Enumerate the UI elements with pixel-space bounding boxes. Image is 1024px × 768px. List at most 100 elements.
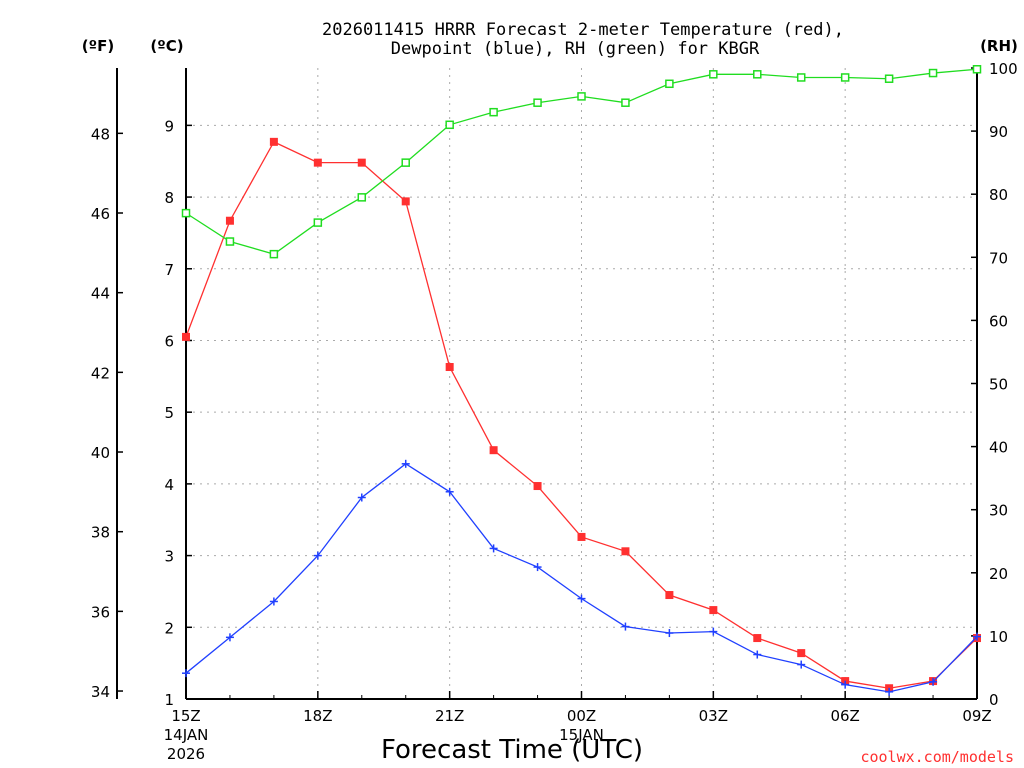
dewpoint-point bbox=[577, 594, 586, 603]
temperature-point bbox=[182, 332, 190, 341]
rh-point bbox=[533, 98, 542, 107]
rh-series bbox=[181, 65, 982, 259]
rh-tick-label: 70 bbox=[989, 249, 1008, 267]
x-axis-label: Forecast Time (UTC) bbox=[381, 735, 643, 765]
x-tick-year-label: 2026 bbox=[167, 745, 205, 763]
dewpoint-point bbox=[489, 544, 498, 553]
credit-text: coolwx.com/models bbox=[860, 748, 1014, 766]
celsius-tick-label: 9 bbox=[164, 117, 174, 135]
rh-tick-label: 60 bbox=[989, 312, 1008, 330]
x-tick-label: 03Z bbox=[699, 707, 728, 725]
fahrenheit-tick-label: 42 bbox=[91, 364, 110, 382]
x-tick-date-label: 14JAN bbox=[164, 726, 209, 744]
fahrenheit-tick-label: 44 bbox=[91, 285, 110, 303]
rh-point bbox=[665, 79, 674, 89]
fahrenheit-tick-label: 34 bbox=[91, 683, 110, 701]
dewpoint-point bbox=[709, 627, 718, 636]
celsius-tick-label: 1 bbox=[164, 691, 174, 709]
temperature-point bbox=[709, 606, 718, 615]
rh-point bbox=[357, 193, 367, 202]
rh-point bbox=[445, 120, 454, 130]
x-tick-label: 09Z bbox=[962, 707, 991, 725]
rh-point bbox=[884, 74, 894, 83]
temperature-point bbox=[225, 216, 234, 225]
celsius-tick-label: 5 bbox=[164, 404, 174, 422]
rh-point bbox=[709, 70, 718, 79]
dewpoint-point bbox=[665, 629, 674, 638]
rh-point bbox=[181, 208, 191, 218]
x-tick-label: 06Z bbox=[830, 707, 859, 725]
dewpoint-point bbox=[313, 551, 322, 560]
temperature-point bbox=[357, 158, 366, 167]
rh-point bbox=[225, 237, 235, 246]
fahrenheit-tick-label: 40 bbox=[91, 444, 110, 462]
temperature-point bbox=[577, 532, 586, 541]
rh-point bbox=[928, 68, 938, 78]
temperature-point bbox=[665, 591, 674, 600]
dewpoint-point bbox=[885, 687, 894, 696]
dewpoint-point bbox=[533, 563, 542, 572]
tick-labels: 1234567893436384042444648010203040506070… bbox=[91, 60, 1018, 763]
dewpoint-point bbox=[182, 669, 190, 678]
rh-tick-label: 100 bbox=[989, 60, 1018, 78]
fahrenheit-unit-label: (ºF) bbox=[82, 37, 114, 55]
dewpoint-point bbox=[357, 493, 366, 502]
rh-tick-label: 0 bbox=[989, 691, 999, 709]
rh-tick-label: 50 bbox=[989, 376, 1008, 394]
rh-tick-label: 30 bbox=[989, 502, 1008, 520]
rh-tick-label: 20 bbox=[989, 565, 1008, 583]
fahrenheit-tick-label: 38 bbox=[91, 524, 110, 542]
celsius-tick-label: 7 bbox=[164, 261, 174, 279]
grid-lines bbox=[186, 68, 977, 699]
temperature-point bbox=[489, 446, 498, 455]
fahrenheit-tick-label: 46 bbox=[91, 205, 110, 223]
celsius-tick-label: 8 bbox=[164, 189, 174, 207]
temperature-point bbox=[797, 649, 806, 658]
dewpoint-point bbox=[841, 680, 850, 689]
x-tick-label: 15Z bbox=[171, 707, 200, 725]
rh-point bbox=[577, 92, 586, 101]
axes bbox=[116, 67, 978, 700]
temperature-point bbox=[313, 158, 322, 167]
rh-tick-label: 10 bbox=[989, 628, 1008, 646]
chart-title-line1: 2026011415 HRRR Forecast 2-meter Tempera… bbox=[322, 20, 844, 40]
rh-point bbox=[621, 98, 630, 107]
rh-point bbox=[796, 73, 806, 82]
dewpoint-point bbox=[269, 597, 278, 606]
x-tick-label: 00Z bbox=[567, 707, 596, 725]
celsius-tick-label: 4 bbox=[164, 476, 174, 494]
rh-unit-label: (RH) bbox=[980, 37, 1018, 55]
temperature-point bbox=[401, 197, 410, 206]
dewpoint-point bbox=[753, 650, 762, 659]
temperature-point bbox=[621, 547, 630, 556]
rh-tick-label: 40 bbox=[989, 439, 1008, 457]
dewpoint-point bbox=[797, 660, 806, 669]
temperature-point bbox=[753, 634, 762, 643]
dewpoint-point bbox=[621, 622, 630, 631]
celsius-tick-label: 6 bbox=[164, 332, 174, 350]
rh-point bbox=[972, 65, 982, 74]
chart-title-line2: Dewpoint (blue), RH (green) for KBGR bbox=[391, 39, 760, 59]
x-tick-label: 21Z bbox=[435, 707, 464, 725]
x-tick-label: 18Z bbox=[303, 707, 332, 725]
x-tick-date-label: 15JAN bbox=[559, 726, 604, 744]
temperature-point bbox=[445, 363, 454, 372]
rh-point bbox=[269, 249, 279, 259]
celsius-tick-label: 3 bbox=[164, 548, 174, 566]
dewpoint-series bbox=[182, 459, 981, 696]
dewpoint-point bbox=[445, 487, 454, 496]
rh-point bbox=[840, 73, 850, 82]
rh-tick-label: 90 bbox=[989, 123, 1008, 141]
celsius-tick-label: 2 bbox=[164, 619, 174, 637]
fahrenheit-tick-label: 48 bbox=[91, 125, 110, 143]
dewpoint-point bbox=[929, 677, 938, 686]
series-lines bbox=[181, 65, 982, 696]
celsius-unit-label: (ºC) bbox=[150, 37, 183, 55]
temperature-point bbox=[269, 137, 278, 146]
rh-point bbox=[313, 218, 323, 227]
fahrenheit-tick-label: 36 bbox=[91, 603, 110, 621]
temperature-series bbox=[182, 137, 981, 693]
dewpoint-point bbox=[973, 632, 981, 641]
rh-point bbox=[401, 158, 410, 167]
